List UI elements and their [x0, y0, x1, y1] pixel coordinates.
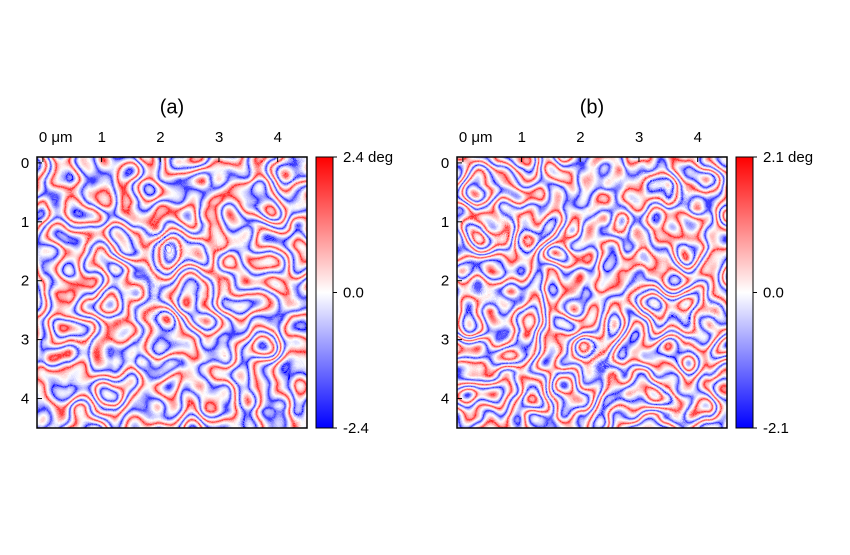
x-tick-label: 1 [518, 129, 526, 146]
y-tick-label: 1 [441, 214, 449, 231]
y-tick-label: 0 [21, 155, 29, 172]
colorbar-tick-label: -2.4 [343, 420, 369, 437]
colorbar-tick-label: -2.1 [763, 420, 789, 437]
panel-title: (a) [160, 96, 184, 118]
y-tick-label: 2 [21, 273, 29, 290]
y-tick-label: 4 [441, 391, 449, 408]
y-tick-label: 4 [21, 391, 29, 408]
y-tick-label: 2 [441, 273, 449, 290]
x-tick-label: 0 μm [39, 129, 73, 146]
colorbar-tick-label: 2.4 deg [343, 149, 393, 166]
colorbar [735, 156, 754, 429]
phase-image [457, 157, 727, 428]
x-tick-label: 2 [576, 129, 584, 146]
x-tick-label: 0 μm [459, 129, 493, 146]
y-tick-label: 3 [21, 332, 29, 349]
colorbar-tick-label: 2.1 deg [763, 149, 813, 166]
x-tick-label: 3 [215, 129, 223, 146]
colorbar-tick-label: 0.0 [343, 284, 364, 301]
image-frame [456, 156, 728, 429]
x-tick-label: 4 [694, 129, 702, 146]
colorbar [315, 156, 334, 429]
phase-image [37, 157, 307, 428]
colorbar-tick-label: 0.0 [763, 284, 784, 301]
x-tick-label: 4 [274, 129, 282, 146]
image-frame [36, 156, 308, 429]
x-tick-label: 3 [635, 129, 643, 146]
y-tick-label: 3 [441, 332, 449, 349]
y-tick-label: 0 [441, 155, 449, 172]
x-tick-label: 1 [98, 129, 106, 146]
x-tick-label: 2 [156, 129, 164, 146]
panel-title: (b) [580, 96, 604, 118]
y-tick-label: 1 [21, 214, 29, 231]
